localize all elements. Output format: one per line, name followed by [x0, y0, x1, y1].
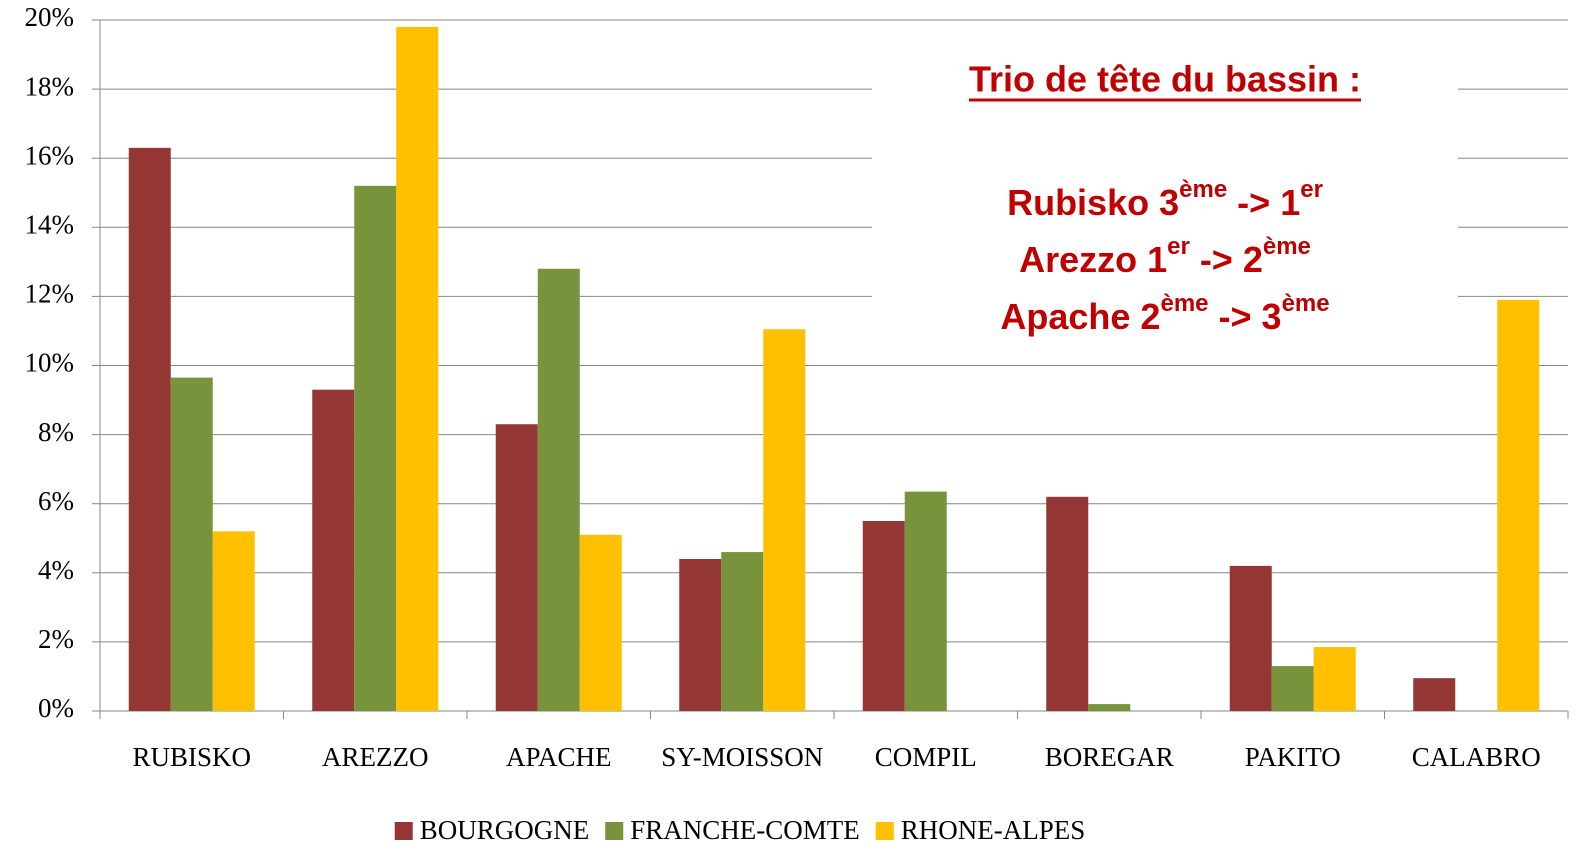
legend-label: RHONE-ALPES: [901, 815, 1086, 845]
bar: [862, 520, 905, 711]
x-tick-label: APACHE: [506, 742, 612, 772]
y-tick-label: 20%: [25, 2, 75, 32]
superscript: ème: [1282, 290, 1330, 317]
annotation-line: Rubisko 3ème -> 1er: [1007, 176, 1323, 222]
annotation-text: Rubisko 3: [1007, 182, 1179, 223]
annotation-text: -> 1: [1227, 182, 1300, 223]
bar: [1313, 647, 1356, 711]
bar: [354, 185, 397, 712]
y-tick-label: 0%: [38, 693, 74, 723]
bar: [1497, 299, 1540, 711]
bar: [170, 377, 213, 711]
superscript: er: [1167, 233, 1190, 260]
y-tick-label: 12%: [25, 279, 75, 309]
annotation-line: Arezzo 1er -> 2ème: [1019, 233, 1311, 279]
bar: [763, 329, 806, 711]
bar: [1413, 678, 1456, 711]
y-tick-label: 10%: [25, 348, 75, 378]
x-tick-label: PAKITO: [1245, 742, 1341, 772]
y-tick-label: 8%: [38, 417, 74, 447]
x-tick-label: SY-MOISSON: [661, 742, 823, 772]
x-tick-label: COMPIL: [875, 742, 977, 772]
annotation-title: Trio de tête du bassin :: [969, 59, 1361, 100]
x-tick-label: BOREGAR: [1045, 742, 1174, 772]
bar: [679, 558, 722, 711]
bar: [1088, 704, 1131, 711]
legend-swatch: [605, 822, 624, 840]
annotation-line: Apache 2ème -> 3ème: [1000, 290, 1329, 336]
y-tick-label: 2%: [38, 624, 74, 654]
x-tick-label: CALABRO: [1412, 742, 1541, 772]
bar: [212, 531, 255, 711]
y-tick-label: 16%: [25, 140, 75, 170]
bar: [721, 552, 764, 711]
annotation-text: Apache 2: [1000, 296, 1160, 337]
legend-label: BOURGOGNE: [420, 815, 590, 845]
bar: [495, 424, 538, 711]
y-tick-label: 4%: [38, 555, 74, 585]
annotation-text: -> 2: [1190, 239, 1263, 280]
legend-swatch: [394, 822, 413, 840]
x-tick-label: AREZZO: [322, 742, 428, 772]
legend-swatch: [875, 822, 894, 840]
bar: [128, 147, 171, 711]
annotation-box: [872, 40, 1458, 360]
superscript: ème: [1160, 290, 1208, 317]
legend: BOURGOGNE FRANCHE-COMTE RHONE-ALPES: [394, 815, 1086, 845]
bar: [904, 491, 947, 711]
bar: [1271, 666, 1314, 711]
y-tick-label: 6%: [38, 486, 74, 516]
superscript: ème: [1263, 233, 1311, 260]
annotation-text: -> 3: [1209, 296, 1282, 337]
bar: [1229, 565, 1272, 711]
superscript: er: [1300, 176, 1323, 203]
bar: [1046, 496, 1089, 711]
bar: [312, 389, 355, 711]
legend-label: FRANCHE-COMTE: [630, 815, 860, 845]
annotation-text: Arezzo 1: [1019, 239, 1167, 280]
bar: [537, 268, 580, 711]
bar: [579, 534, 622, 711]
x-tick-label: RUBISKO: [132, 742, 251, 772]
y-tick-label: 14%: [25, 210, 75, 240]
bar: [396, 26, 439, 712]
y-tick-label: 18%: [25, 71, 75, 101]
superscript: ème: [1179, 176, 1227, 203]
